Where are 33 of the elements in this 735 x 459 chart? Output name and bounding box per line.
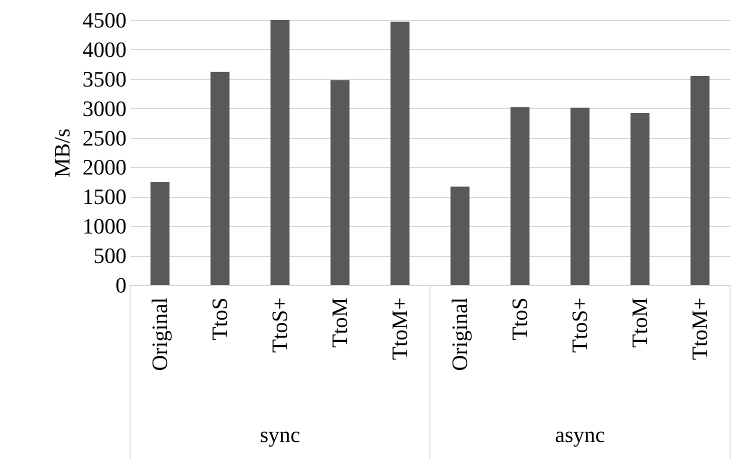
x-tick-label: Original — [447, 298, 472, 371]
text: sync — [260, 422, 300, 447]
bar — [510, 107, 530, 285]
text: async — [554, 422, 606, 447]
bar — [330, 80, 350, 285]
bar — [270, 20, 290, 285]
x-tick-label: TtoS+ — [567, 298, 592, 353]
bar — [450, 186, 470, 285]
y-tick-label: 2000 — [82, 154, 126, 180]
x-tick-label: TtoM — [627, 298, 652, 348]
y-tick-label: 0 — [116, 272, 126, 298]
bar — [690, 76, 710, 285]
bar — [390, 22, 410, 285]
y-tick-label: 4000 — [82, 36, 126, 62]
y-tick-label: 1500 — [82, 184, 126, 210]
y-tick-label: 500 — [94, 243, 126, 268]
x-tick-label: Original — [147, 298, 172, 371]
bar — [570, 108, 590, 285]
x-tick-label: TtoM+ — [687, 298, 712, 360]
x-tick-label: TtoM+ — [387, 298, 412, 360]
y-axis-title: MB/s — [50, 128, 74, 178]
x-tick-label: TtoS+ — [267, 298, 292, 353]
y-tick-label: 4500 — [82, 8, 126, 32]
x-tick-label: TtoM — [327, 298, 352, 348]
y-tick-label: 2500 — [82, 125, 126, 150]
bar — [150, 182, 170, 285]
x-tick-label: TtoS — [207, 298, 232, 340]
bar — [630, 113, 650, 285]
bar — [210, 72, 230, 285]
y-tick-label: 3500 — [82, 66, 126, 92]
y-tick-label: 3000 — [82, 96, 126, 121]
y-tick-label: 1000 — [82, 214, 126, 239]
x-tick-label: TtoS — [507, 298, 532, 340]
